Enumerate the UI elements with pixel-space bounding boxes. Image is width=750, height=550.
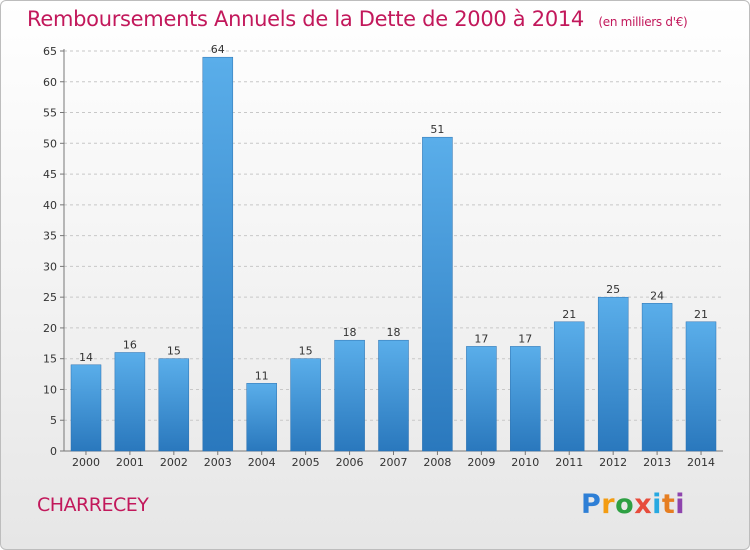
bar xyxy=(158,358,190,452)
bar xyxy=(553,321,585,452)
data-label: 24 xyxy=(650,289,664,302)
y-tick-label: 10 xyxy=(43,383,57,396)
logo-letter: P xyxy=(581,489,602,520)
data-label: 18 xyxy=(343,326,357,339)
y-tick-label: 15 xyxy=(43,353,57,366)
data-label: 51 xyxy=(430,123,444,136)
x-tick-label: 2010 xyxy=(511,456,539,469)
x-tick-label: 2013 xyxy=(643,456,671,469)
x-tick-label: 2000 xyxy=(72,456,100,469)
commune-name: CHARRECEY xyxy=(37,494,149,516)
data-label: 16 xyxy=(123,339,137,352)
y-tick-label: 40 xyxy=(43,199,57,212)
data-label: 21 xyxy=(694,308,708,321)
bar xyxy=(202,56,234,452)
x-tick-label: 2011 xyxy=(555,456,583,469)
x-tick-label: 2012 xyxy=(599,456,627,469)
proxiti-logo: Proxiti xyxy=(581,489,685,520)
bar xyxy=(290,358,321,452)
logo-letter: i xyxy=(652,489,662,520)
bar xyxy=(246,383,277,452)
data-label: 15 xyxy=(167,345,181,358)
bar xyxy=(685,321,717,452)
x-tick-label: 2008 xyxy=(423,456,451,469)
y-tick-label: 55 xyxy=(43,107,57,120)
bar xyxy=(466,346,497,452)
y-tick-label: 30 xyxy=(43,260,57,273)
y-tick-label: 60 xyxy=(43,76,57,89)
y-tick-label: 35 xyxy=(43,230,57,243)
bar xyxy=(597,296,629,452)
data-label: 14 xyxy=(79,351,93,364)
x-tick-label: 2001 xyxy=(116,456,144,469)
bar xyxy=(510,346,541,452)
data-label: 18 xyxy=(387,326,401,339)
data-label: 64 xyxy=(211,43,225,56)
y-tick-label: 5 xyxy=(50,414,57,427)
y-tick-label: 65 xyxy=(43,45,57,58)
x-tick-label: 2014 xyxy=(687,456,715,469)
bar xyxy=(114,352,146,452)
x-tick-label: 2007 xyxy=(380,456,408,469)
y-tick-label: 20 xyxy=(43,322,57,335)
data-label: 25 xyxy=(606,283,620,296)
y-tick-label: 0 xyxy=(50,445,57,458)
chart-title-text: Remboursements Annuels de la Dette de 20… xyxy=(27,7,584,31)
x-tick-label: 2005 xyxy=(292,456,320,469)
bar xyxy=(422,136,453,452)
chart-title: Remboursements Annuels de la Dette de 20… xyxy=(27,7,688,31)
y-tick-label: 25 xyxy=(43,291,57,304)
bar xyxy=(378,339,409,452)
data-label: 17 xyxy=(474,332,488,345)
logo-letter: i xyxy=(675,489,686,520)
y-tick-label: 50 xyxy=(43,137,57,150)
logo-letter: r xyxy=(601,489,616,520)
logo-letter: o xyxy=(615,489,635,520)
x-tick-label: 2002 xyxy=(160,456,188,469)
x-tick-label: 2009 xyxy=(467,456,495,469)
x-tick-label: 2004 xyxy=(248,456,276,469)
logo-letter: t xyxy=(661,489,676,520)
data-label: 15 xyxy=(299,345,313,358)
data-label: 11 xyxy=(255,369,269,382)
bar xyxy=(70,364,102,452)
x-tick-label: 2003 xyxy=(204,456,232,469)
data-label: 21 xyxy=(562,308,576,321)
chart-subtitle: (en milliers d'€) xyxy=(598,15,688,29)
logo-letter: x xyxy=(634,489,653,520)
y-tick-label: 45 xyxy=(43,168,57,181)
x-tick-label: 2006 xyxy=(336,456,364,469)
bar xyxy=(641,303,673,452)
data-label: 17 xyxy=(518,332,532,345)
bar xyxy=(334,339,365,452)
